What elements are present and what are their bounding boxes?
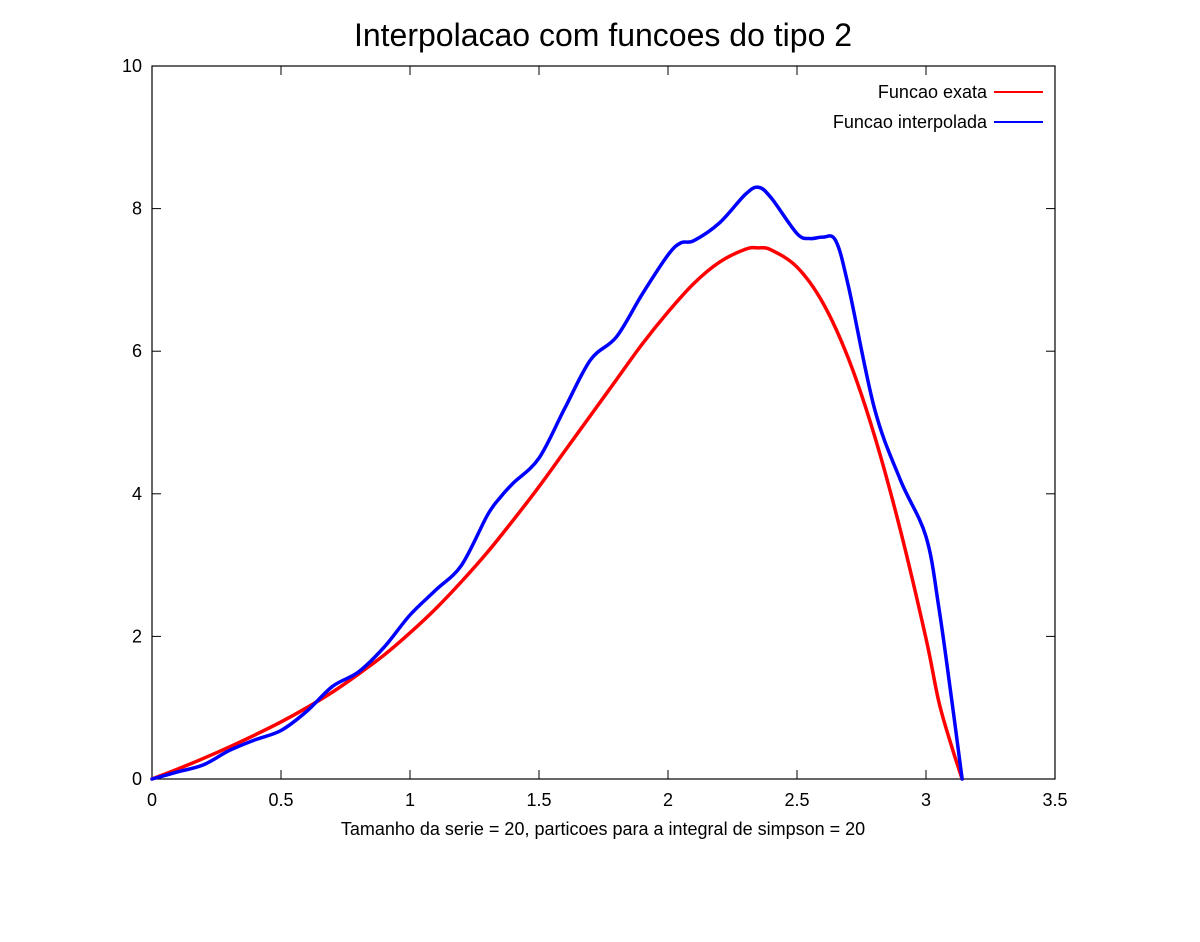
x-axis-label: Tamanho da serie = 20, particoes para a … [341,819,865,839]
series-line-exact [150,245,964,781]
x-tick-label: 3.5 [1042,790,1067,810]
x-tick-label: 2.5 [784,790,809,810]
x-tick-label: 0 [147,790,157,810]
x-tick-label: 3 [921,790,931,810]
legend: Funcao exata Funcao interpolada [833,82,1043,132]
x-tick-label: 0.5 [268,790,293,810]
x-tick-label: 2 [663,790,673,810]
series-line-interpolated [150,185,964,781]
legend-label: Funcao exata [878,82,988,102]
x-tick-label: 1 [405,790,415,810]
x-tick-label: 1.5 [526,790,551,810]
y-tick-label: 8 [132,199,142,219]
chart-title: Interpolacao com funcoes do tipo 2 [354,17,852,53]
y-tick-label: 0 [132,769,142,789]
legend-label: Funcao interpolada [833,112,988,132]
y-tick-label: 4 [132,484,142,504]
y-tick-label: 10 [122,56,142,76]
plot-frame [151,65,1056,780]
y-tick-label: 2 [132,626,142,646]
y-tick-label: 6 [132,341,142,361]
plot-area: 0 0.5 1 1.5 2 2.5 3 3.5 0 2 4 6 8 10 [122,56,1068,810]
